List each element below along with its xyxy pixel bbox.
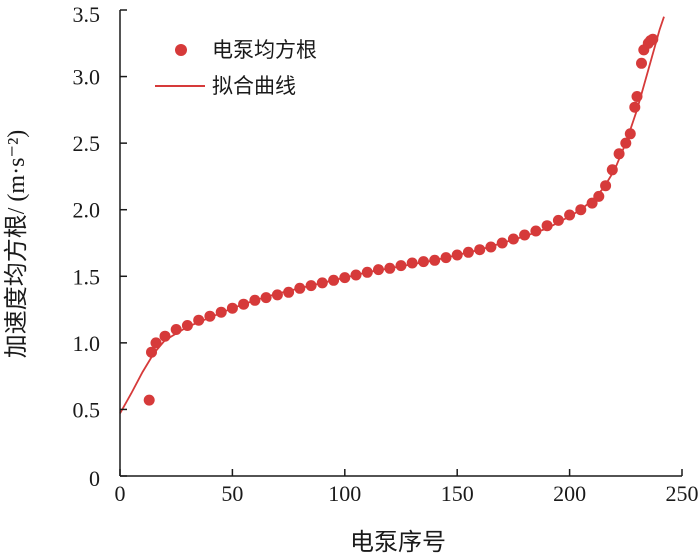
data-point bbox=[606, 164, 618, 176]
data-point bbox=[418, 256, 429, 268]
data-point bbox=[575, 204, 587, 216]
data-point bbox=[159, 330, 171, 342]
data-point bbox=[260, 292, 272, 304]
data-point bbox=[150, 337, 162, 349]
y-tick-label: 0 bbox=[89, 466, 100, 491]
data-point bbox=[462, 246, 474, 258]
x-tick-label: 200 bbox=[553, 481, 586, 506]
data-point bbox=[350, 269, 362, 281]
x-tick-label: 150 bbox=[441, 481, 474, 506]
data-point bbox=[226, 302, 238, 314]
data-point bbox=[586, 197, 598, 209]
data-point bbox=[361, 266, 373, 278]
y-tick-label: 3.0 bbox=[73, 65, 101, 90]
x-tick-label: 50 bbox=[221, 481, 243, 506]
data-point bbox=[647, 33, 659, 45]
data-point bbox=[339, 272, 351, 284]
data-point bbox=[215, 306, 227, 318]
legend-label-line: 拟合曲线 bbox=[212, 74, 296, 98]
y-tick-label: 1.0 bbox=[73, 331, 101, 356]
data-point bbox=[294, 282, 306, 294]
y-tick-label: 0.5 bbox=[73, 397, 101, 422]
x-axis-title: 电泵序号 bbox=[350, 529, 446, 556]
data-point bbox=[249, 294, 261, 306]
data-point bbox=[181, 320, 193, 331]
data-point bbox=[283, 286, 295, 298]
data-point bbox=[620, 137, 632, 149]
data-point bbox=[636, 57, 647, 69]
data-point bbox=[193, 314, 205, 326]
data-point bbox=[406, 257, 418, 269]
data-point bbox=[600, 180, 612, 192]
data-point bbox=[507, 233, 519, 245]
x-tick-label: 100 bbox=[328, 481, 361, 506]
data-point bbox=[440, 252, 452, 264]
y-tick-label: 1.5 bbox=[73, 264, 101, 289]
plot-area bbox=[119, 16, 665, 414]
data-point bbox=[474, 244, 486, 256]
legend-label-points: 电泵均方根 bbox=[212, 38, 317, 62]
y-tick-label: 2.5 bbox=[73, 131, 101, 156]
data-point bbox=[552, 214, 564, 226]
x-tick-label: 0 bbox=[115, 481, 126, 506]
data-point bbox=[519, 229, 531, 241]
data-point bbox=[429, 254, 441, 266]
data-point bbox=[629, 101, 641, 113]
y-tick-label: 2.0 bbox=[73, 198, 101, 223]
legend: 电泵均方根 拟合曲线 bbox=[155, 38, 317, 98]
data-point bbox=[384, 262, 396, 274]
data-point bbox=[530, 225, 542, 237]
data-point bbox=[271, 289, 283, 301]
data-point bbox=[624, 128, 636, 140]
y-tick-label: 3.5 bbox=[73, 2, 101, 27]
data-point bbox=[316, 277, 328, 289]
data-point bbox=[305, 280, 317, 292]
data-point bbox=[485, 241, 497, 253]
x-tick-label: 250 bbox=[666, 481, 699, 506]
data-point bbox=[451, 249, 463, 261]
data-point bbox=[613, 148, 625, 160]
data-point bbox=[593, 190, 605, 202]
data-point bbox=[496, 237, 508, 249]
data-point bbox=[373, 264, 384, 276]
data-point bbox=[541, 220, 553, 232]
data-point bbox=[204, 310, 216, 322]
data-point bbox=[143, 394, 155, 406]
axes bbox=[119, 10, 682, 477]
data-point bbox=[238, 298, 250, 310]
data-point bbox=[146, 346, 157, 358]
data-point bbox=[170, 324, 182, 335]
data-point bbox=[395, 260, 407, 272]
ticks: 0 50 100 150 200 250 0 0.5 1.0 1.5 2.0 2.5 3.0 3.5 bbox=[73, 2, 699, 506]
legend-marker-points bbox=[175, 44, 187, 56]
data-point bbox=[631, 91, 643, 102]
y-axis-title: 加速度均方根/ (m·s⁻²) bbox=[3, 130, 30, 359]
fit-curve bbox=[119, 16, 665, 414]
data-point bbox=[564, 209, 576, 221]
data-point bbox=[328, 274, 340, 286]
